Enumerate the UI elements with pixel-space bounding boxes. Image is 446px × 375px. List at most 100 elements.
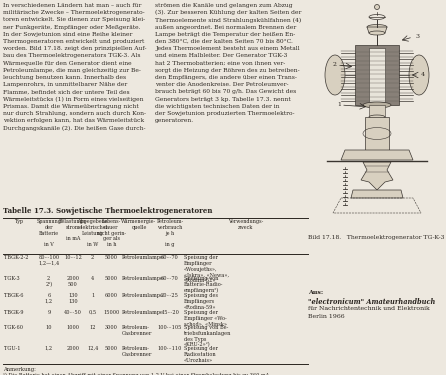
Text: 10···12: 10···12 [64,255,82,260]
Ellipse shape [369,31,385,35]
Text: Lampenrohrs, in unmittelbarer Nähe der: Lampenrohrs, in unmittelbarer Nähe der [3,82,127,87]
Text: der Sowjetunion produzierten Thermoelektro-: der Sowjetunion produzierten Thermoelekt… [155,111,294,116]
Text: den Empfängers, die andere über einen Trans-: den Empfängers, die andere über einen Tr… [155,75,297,80]
Text: 0,5: 0,5 [89,310,97,315]
Text: 100···110: 100···110 [158,346,182,351]
Text: außen angeordnet. Bei normalem Brennen der: außen angeordnet. Bei normalem Brennen d… [155,25,296,30]
Text: 2000
500: 2000 500 [66,276,79,287]
Text: 5000: 5000 [105,346,118,351]
Text: 1: 1 [91,293,94,298]
Text: Speisung des
Empfängers
«Rodina-59»: Speisung des Empfängers «Rodina-59» [184,293,218,310]
Text: 15000: 15000 [103,310,120,315]
Text: 3: 3 [415,34,419,39]
Text: leuchtung benutzen kann. Innerhalb des: leuchtung benutzen kann. Innerhalb des [3,75,126,80]
Text: 2
2¹): 2 2¹) [45,276,52,287]
Text: 9: 9 [47,310,50,315]
Ellipse shape [367,24,387,30]
Text: Wärmeleitstücks (1) in Form eines vielseitigen: Wärmeleitstücks (1) in Form eines vielse… [3,97,144,102]
Text: Wärmenergie-
quelle: Wärmenergie- quelle [121,219,157,230]
Bar [355,45,399,105]
Text: (3). Zur besseren Kühlung der kalten Seiten der: (3). Zur besseren Kühlung der kalten Sei… [155,10,301,15]
Text: Tabelle 17.3. Sowjetische Thermoelektrogeneratoren: Tabelle 17.3. Sowjetische Thermoelektrog… [3,207,212,215]
Text: 2: 2 [91,255,94,260]
Ellipse shape [363,102,391,108]
Text: 4: 4 [91,276,94,281]
Text: ner Funkgeräte, Empfänger oder Meßgeräte.: ner Funkgeräte, Empfänger oder Meßgeräte… [3,25,140,30]
Text: 2: 2 [333,63,337,68]
Text: In verschiedenen Ländern hat man – auch für: In verschiedenen Ländern hat man – auch … [3,3,141,8]
Text: Wärmequelle für den Generator dient eine: Wärmequelle für den Generator dient eine [3,61,132,66]
Text: Petroleum-
Gasbrenner: Petroleum- Gasbrenner [122,346,153,357]
Text: "electronicum" Amateurhandbuch: "electronicum" Amateurhandbuch [308,298,435,306]
Polygon shape [367,27,387,33]
Text: Speisung der
Radiostation
«Urozhais»: Speisung der Radiostation «Urozhais» [184,346,218,363]
Text: Petroleumlampe: Petroleumlampe [122,293,164,298]
Text: 1,2: 1,2 [45,346,53,351]
Text: vektion erfolgen kann, hat das Wärmeleitstück: vektion erfolgen kann, hat das Wärmeleit… [3,118,144,123]
Text: 6000: 6000 [105,293,118,298]
Text: Thermogeneratoren entwickelt und produziert: Thermogeneratoren entwickelt und produzi… [3,39,145,44]
Text: 5000: 5000 [105,255,118,260]
Text: brauch beträgt 60 bis 70 g/h. Das Gewicht des: brauch beträgt 60 bis 70 g/h. Das Gewich… [155,89,296,94]
Bar [369,48,385,102]
Text: und einem Halbleiter. Der Generator TGK-3: und einem Halbleiter. Der Generator TGK-… [155,53,287,58]
Text: für Nachrichtentechnik und Elektronik: für Nachrichtentechnik und Elektronik [308,306,430,311]
Text: ¹) Die Batterie hat einen Abgriff mit einer Spannung von 1,2 V bei einer Strombe: ¹) Die Batterie hat einen Abgriff mit ei… [3,372,271,375]
Text: 12: 12 [89,325,96,330]
Text: den 380°C, die der kalten Seiten 70 bis 80°C.: den 380°C, die der kalten Seiten 70 bis … [155,39,293,44]
Text: Prismas. Damit die Wärmeübertragung nicht: Prismas. Damit die Wärmeübertragung nich… [3,104,139,109]
Text: generatoren.: generatoren. [155,118,194,123]
Text: toren entwickelt. Sie dienen zur Speisung klei-: toren entwickelt. Sie dienen zur Speisun… [3,17,145,22]
Text: nur durch Strahlung, sondern auch durch Kon-: nur durch Strahlung, sondern auch durch … [3,111,146,116]
Text: Bëlastungs-
strom
 
in mA: Bëlastungs- strom in mA [58,219,87,242]
Bar [365,117,389,150]
Text: 6
1,2: 6 1,2 [45,293,53,304]
Text: 10: 10 [45,325,52,330]
Text: 100···105: 100···105 [158,325,182,330]
Text: bau des Thermoelektrogenerators TGK-3. Als: bau des Thermoelektrogenerators TGK-3. A… [3,53,140,58]
Text: Petroleumlampe: Petroleumlampe [122,276,164,281]
Text: Verwendungs-
zweck: Verwendungs- zweck [228,219,263,230]
Text: 2000: 2000 [66,346,79,351]
Text: TBGK-2-2: TBGK-2-2 [4,255,29,260]
Polygon shape [341,150,413,160]
Text: sorgt die Heizung der Röhren des zu betreiben-: sorgt die Heizung der Röhren des zu betr… [155,68,300,73]
Text: Durchgangskanäle (2). Die heißen Gase durch-: Durchgangskanäle (2). Die heißen Gase du… [3,125,145,130]
Text: 60···70: 60···70 [161,255,179,260]
Polygon shape [351,190,403,198]
Text: Jedes Thermoelement besteht aus einem Metall: Jedes Thermoelement besteht aus einem Me… [155,46,300,51]
Text: Typ: Typ [15,219,24,224]
Text: Flamme, befindet sich der untere Teil des: Flamme, befindet sich der untere Teil de… [3,89,130,94]
Text: venter die Anodenkreise. Der Petroleumver-: venter die Anodenkreise. Der Petroleumve… [155,82,289,87]
Polygon shape [361,162,393,190]
Text: TGU-1: TGU-1 [4,346,21,351]
Text: 4: 4 [421,72,425,78]
Text: Thermoelemente sind Strahlungskühlfahnen (4): Thermoelemente sind Strahlungskühlfahnen… [155,17,301,22]
Text: TBGK-6: TBGK-6 [4,293,24,298]
Text: hat 2 Thermobatterien; eine von ihnen ver-: hat 2 Thermobatterien; eine von ihnen ve… [155,61,285,66]
Text: Petroleum-
Gasbrenner: Petroleum- Gasbrenner [122,325,153,336]
Text: 80···100
1,2—1,4: 80···100 1,2—1,4 [38,255,59,266]
Bar [369,105,385,117]
Text: 1000: 1000 [66,325,79,330]
Ellipse shape [375,4,380,9]
Text: 60···70: 60···70 [161,276,179,281]
Text: 20···25: 20···25 [161,293,179,298]
Text: die wichtigsten technischen Daten der in: die wichtigsten technischen Daten der in [155,104,280,109]
Text: Lebens-
dauer
nicht gerin-
ger als
in h: Lebens- dauer nicht gerin- ger als in h [97,219,126,247]
Text: militärische Zwecke – Thermoelektrogenerato-: militärische Zwecke – Thermoelektrogener… [3,10,145,15]
Text: 12,4: 12,4 [87,346,99,351]
Text: Speisung der
Empfänger
«Wosujeths»,
«Iskra», «Newa»,
«Rodina-52»: Speisung der Empfänger «Wosujeths», «Isk… [184,255,229,283]
Text: Berlin 1966: Berlin 1966 [308,314,345,319]
Text: TGK-60: TGK-60 [4,325,23,330]
Text: Petroleum-
verbrauch
je h
 
in g: Petroleum- verbrauch je h in g [157,219,184,247]
Text: Petroleumlampe, die man gleichzeitig zur Be-: Petroleumlampe, die man gleichzeitig zur… [3,68,141,73]
Text: Speisung von
Batterie-Radio-
empfängern²): Speisung von Batterie-Radio- empfängern²… [184,276,223,293]
Text: Lampe beträgt die Temperatur der heißen En-: Lampe beträgt die Temperatur der heißen … [155,32,295,37]
Text: TBGK-9: TBGK-9 [4,310,24,315]
Text: Petroleumlampe: Petroleumlampe [122,310,164,315]
Text: 1: 1 [337,102,341,108]
Text: 40···50: 40···50 [64,310,82,315]
Text: Speisung der
Empfänger «Wo-
schod», «Minsk»: Speisung der Empfänger «Wo- schod», «Min… [184,310,227,327]
Text: 130
130: 130 130 [68,293,78,304]
